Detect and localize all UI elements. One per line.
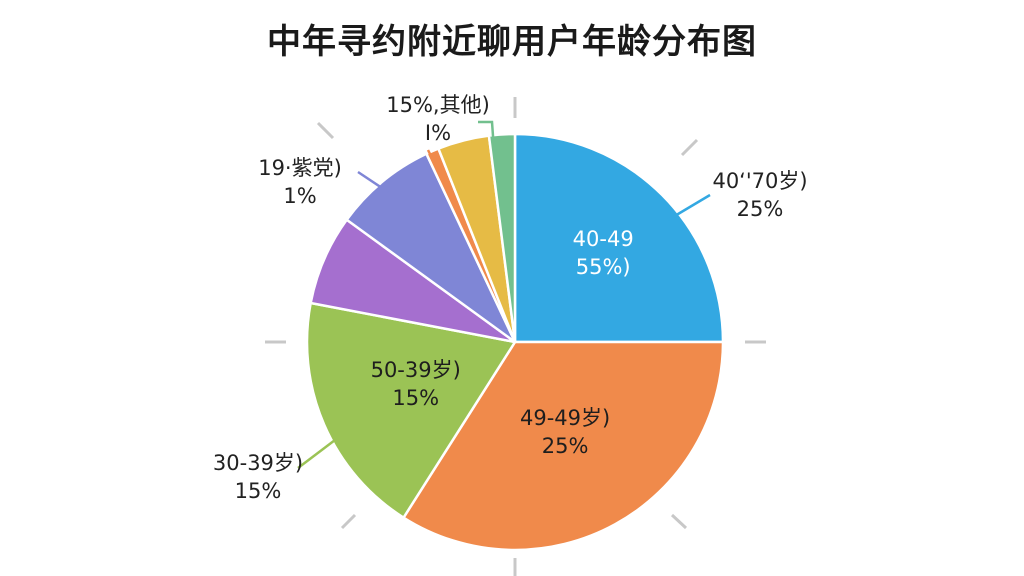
slice-0-outer-label-1: 25% [737, 197, 784, 221]
slice-5-outer-label-1: I% [425, 121, 451, 145]
slice-2-inner-label-1: 15% [392, 386, 439, 410]
slice-0-inner-label-0: 40-49 [573, 227, 634, 251]
slice-4-outer-label-0: 19·紫党) [258, 156, 342, 180]
slice-0-inner-label-1: 55%) [576, 255, 631, 279]
slice-2-outer-label-1: 15% [235, 479, 282, 503]
pie-slice-2 [305, 301, 518, 520]
slice-2-leader-line [297, 439, 336, 469]
slice-4-leader-line [357, 170, 389, 194]
slice-1-inner-label-0: 49-49岁) [520, 406, 610, 430]
chart-title: 中年寻约附近聊用户年龄分布图 [267, 22, 757, 62]
pie-slice-7 [487, 132, 517, 343]
tick-mark-1 [316, 121, 335, 140]
tick-mark-6 [670, 513, 688, 530]
tick-mark-2 [680, 138, 699, 157]
pie-slice-0 [513, 132, 725, 344]
slice-5-outer-label-0: 15%,其他) [386, 93, 490, 117]
slice-5-leader-line [426, 149, 436, 163]
slice-1-inner-label-1: 25% [542, 434, 589, 458]
slice-2-inner-label-0: 50-39岁) [371, 358, 461, 382]
slice-7-leader-line [478, 120, 496, 151]
slice-0-outer-label-0: 40‘'70岁) [712, 169, 807, 193]
pie-slice-4 [344, 152, 517, 344]
tick-mark-5 [340, 513, 357, 530]
slice-2-outer-label-0: 30-39岁) [213, 451, 303, 475]
slice-0-leader-line [667, 193, 711, 222]
slice-4-outer-label-1: 1% [283, 184, 316, 208]
